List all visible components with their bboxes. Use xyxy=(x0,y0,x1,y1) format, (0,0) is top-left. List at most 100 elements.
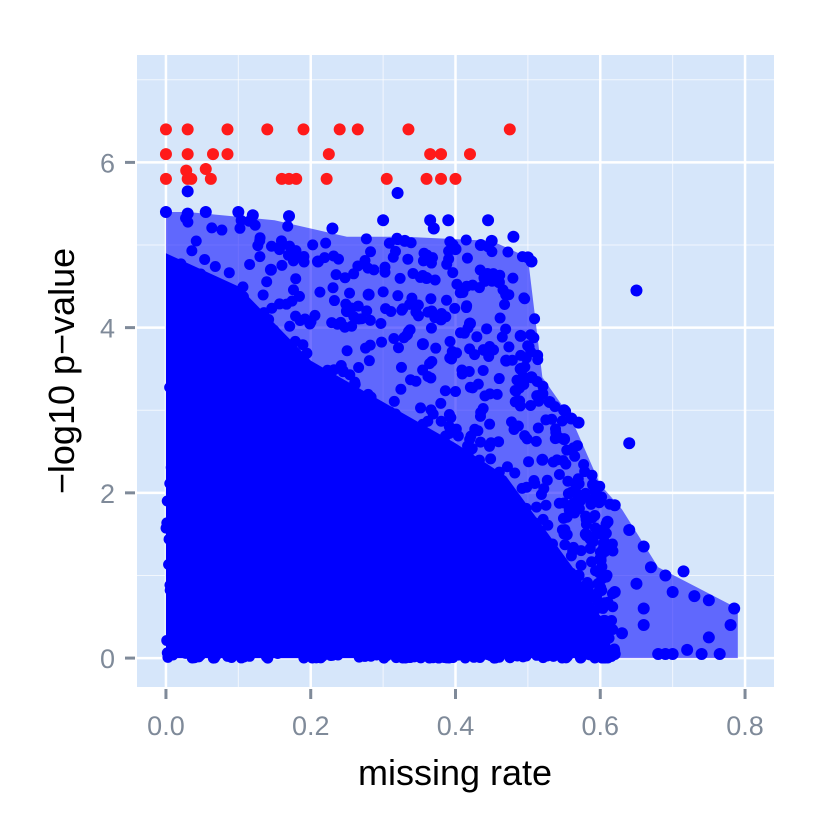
data-point xyxy=(353,411,365,423)
data-point xyxy=(499,298,511,310)
data-point xyxy=(201,413,213,425)
data-point xyxy=(191,333,203,345)
data-point xyxy=(519,585,531,597)
data-point xyxy=(363,523,375,535)
data-point xyxy=(487,630,499,642)
data-point xyxy=(208,573,220,585)
data-point xyxy=(365,246,377,258)
data-point xyxy=(724,619,737,632)
data-point xyxy=(265,360,277,372)
data-point xyxy=(472,565,484,577)
data-point xyxy=(337,478,349,490)
data-point xyxy=(196,526,208,538)
data-point xyxy=(290,245,302,257)
data-point xyxy=(179,548,191,560)
data-point xyxy=(435,397,447,409)
data-point xyxy=(550,426,562,438)
data-point xyxy=(451,456,463,468)
data-point xyxy=(420,645,432,657)
data-point xyxy=(194,289,206,301)
data-point xyxy=(238,407,250,419)
data-point xyxy=(572,569,585,582)
data-point xyxy=(492,276,505,289)
data-point xyxy=(190,235,202,247)
data-point xyxy=(294,643,306,655)
data-point xyxy=(400,551,412,563)
data-point xyxy=(406,560,418,572)
data-point xyxy=(479,615,491,627)
data-point xyxy=(558,599,570,611)
data-point xyxy=(276,259,288,271)
data-point xyxy=(222,318,234,330)
data-point xyxy=(265,343,277,355)
x-axis-title: missing rate xyxy=(358,752,552,793)
data-point xyxy=(232,205,245,218)
data-point xyxy=(574,652,586,664)
data-point xyxy=(569,450,581,462)
data-point xyxy=(191,589,203,601)
data-point xyxy=(594,581,607,594)
data-point xyxy=(559,539,571,551)
data-point xyxy=(396,444,408,456)
data-point xyxy=(175,392,187,404)
data-point xyxy=(289,335,301,347)
significant-point xyxy=(207,148,220,161)
data-point xyxy=(251,563,263,575)
data-point xyxy=(171,440,183,452)
data-point xyxy=(356,483,368,495)
data-point xyxy=(166,624,178,636)
data-point xyxy=(575,545,587,557)
data-point xyxy=(359,496,371,508)
data-point xyxy=(527,593,539,605)
data-point xyxy=(511,637,523,649)
data-point xyxy=(493,556,505,568)
data-point xyxy=(194,518,206,530)
data-point xyxy=(257,592,269,604)
data-point xyxy=(283,523,295,535)
data-point xyxy=(498,576,510,588)
data-point xyxy=(392,290,404,302)
data-point xyxy=(431,574,443,586)
data-point xyxy=(531,501,543,513)
data-point xyxy=(484,388,496,400)
data-point xyxy=(204,595,216,607)
data-point xyxy=(249,531,261,543)
data-point xyxy=(586,469,598,481)
data-point xyxy=(392,342,404,354)
data-point xyxy=(210,280,223,293)
data-point xyxy=(589,509,601,521)
data-point xyxy=(485,234,498,247)
data-point xyxy=(385,525,397,537)
data-point xyxy=(398,332,410,344)
data-point xyxy=(387,251,399,263)
data-point xyxy=(263,314,275,326)
data-point xyxy=(560,458,572,470)
data-point xyxy=(282,470,294,482)
data-point xyxy=(268,483,280,495)
data-point xyxy=(238,421,250,433)
data-point xyxy=(303,565,315,577)
data-point xyxy=(201,374,213,386)
data-point xyxy=(465,464,477,476)
data-point xyxy=(357,606,369,618)
data-point xyxy=(270,571,282,583)
x-axis-ticks: 0.0 0.2 0.4 0.6 0.8 xyxy=(147,689,764,741)
data-point xyxy=(525,329,537,341)
data-point xyxy=(164,381,176,393)
data-point xyxy=(573,478,585,490)
data-point xyxy=(637,619,650,632)
data-point xyxy=(224,431,236,443)
data-point xyxy=(292,466,304,478)
data-point xyxy=(364,473,376,485)
data-point xyxy=(502,246,514,258)
data-point xyxy=(252,572,264,584)
data-point xyxy=(457,286,469,298)
data-point xyxy=(210,519,222,531)
data-point xyxy=(402,253,414,265)
data-point xyxy=(187,369,199,381)
data-point xyxy=(393,421,405,433)
data-point xyxy=(172,415,184,427)
data-point xyxy=(509,396,521,408)
data-point xyxy=(328,623,340,635)
data-point xyxy=(435,313,448,326)
